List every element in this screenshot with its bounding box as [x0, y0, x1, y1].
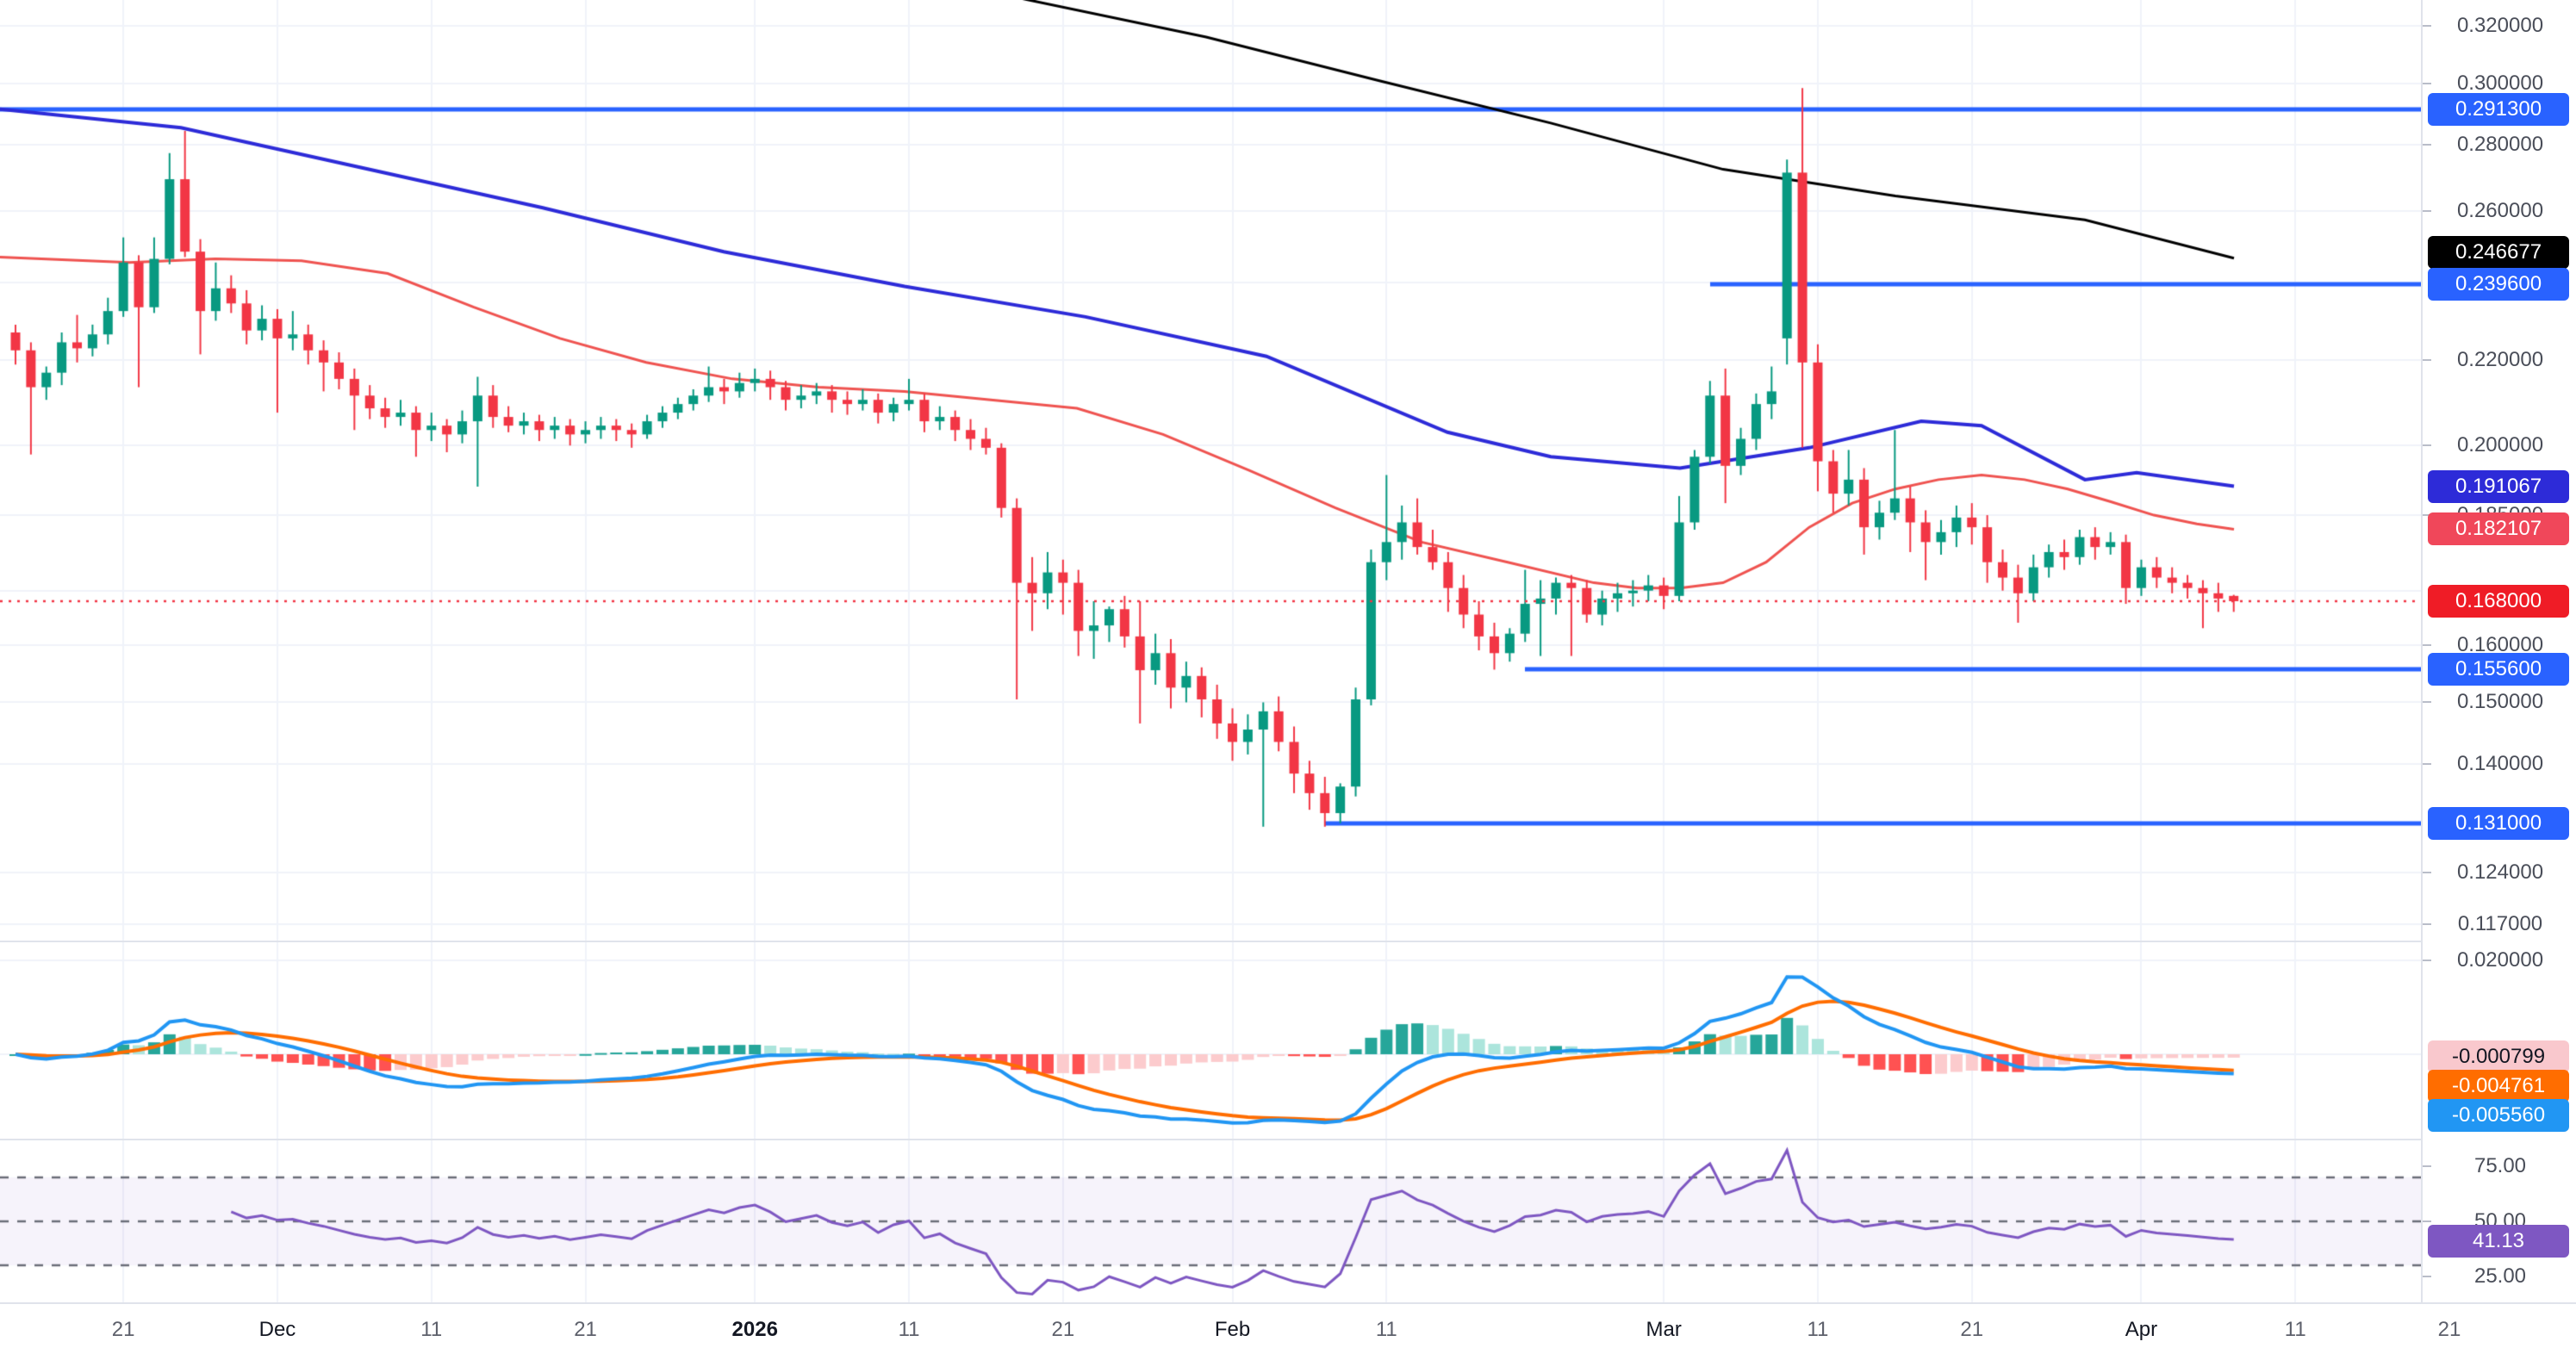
macd-value-badge: -0.000799 — [2428, 1040, 2569, 1073]
time-axis-label: 21 — [2437, 1318, 2461, 1341]
price-tick — [2423, 871, 2431, 873]
time-axis-label: Feb — [1214, 1318, 1251, 1341]
rsi-axis-label: 25.00 — [2473, 1264, 2527, 1288]
price-level-badge: 0.246677 — [2428, 235, 2569, 269]
price-tick — [2423, 514, 2431, 517]
price-level-badge: 0.291300 — [2428, 93, 2569, 127]
price-level-badge: 0.131000 — [2428, 806, 2569, 840]
price-axis-label: 0.150000 — [2456, 690, 2544, 714]
macd-value-badge: -0.004761 — [2428, 1070, 2569, 1102]
price-axis-label: 0.200000 — [2456, 433, 2544, 457]
price-axis-label: 0.280000 — [2456, 133, 2544, 157]
rsi-axis-label: 75.00 — [2473, 1154, 2527, 1177]
rsi-tick — [2423, 1220, 2431, 1222]
price-axis-label: 0.220000 — [2456, 348, 2544, 372]
time-axis-label: 21 — [1960, 1318, 1984, 1341]
price-tick — [2423, 701, 2431, 704]
macd-tick — [2423, 960, 2431, 961]
price-level-badge: 0.168000 — [2428, 584, 2569, 618]
price-level-badge: 0.182107 — [2428, 512, 2569, 546]
time-axis-label: 21 — [574, 1318, 597, 1341]
price-tick — [2423, 210, 2431, 213]
price-tick — [2423, 643, 2431, 646]
pane-separator-macd[interactable] — [0, 941, 2576, 942]
time-axis-label: 21 — [111, 1318, 135, 1341]
time-axis-label: Mar — [1646, 1318, 1682, 1341]
rsi-tick — [2423, 1276, 2431, 1277]
price-axis-label: 0.140000 — [2456, 751, 2544, 775]
time-axis-label: 11 — [1807, 1318, 1829, 1341]
time-axis[interactable]: 21 Dec 11 21 2026 11 21 Feb 11 Mar 11 21 Apr 11 21 — [0, 1302, 2576, 1354]
price-tick — [2423, 444, 2431, 447]
time-axis-label: Apr — [2125, 1318, 2158, 1341]
time-axis-label: 21 — [1051, 1318, 1075, 1341]
price-axis-label: 0.260000 — [2456, 199, 2544, 223]
price-level-badge: 0.155600 — [2428, 653, 2569, 686]
price-axis-label: 0.117000 — [2457, 912, 2543, 935]
price-tick — [2423, 762, 2431, 765]
chart-canvas[interactable] — [0, 0, 2421, 1302]
pane-separator-rsi[interactable] — [0, 1139, 2576, 1140]
price-level-badge: 0.239600 — [2428, 267, 2569, 301]
time-axis-label: 11 — [1375, 1318, 1397, 1341]
price-tick — [2423, 25, 2431, 28]
price-axis-label: 0.160000 — [2456, 632, 2544, 656]
price-tick — [2423, 82, 2431, 84]
price-axis-label: 0.320000 — [2456, 14, 2544, 38]
price-tick — [2423, 923, 2431, 925]
time-axis-label: 11 — [2284, 1318, 2306, 1341]
price-level-badge: 0.191067 — [2428, 469, 2569, 503]
rsi-value-badge: 41.13 — [2428, 1224, 2569, 1258]
price-tick — [2423, 144, 2431, 146]
price-axis-label: 0.124000 — [2456, 860, 2544, 884]
price-tick — [2423, 359, 2431, 362]
time-axis-label: Dec — [258, 1318, 296, 1341]
time-axis-label: 11 — [420, 1318, 443, 1341]
macd-axis-label: 0.020000 — [2456, 948, 2544, 972]
price-axis-label: 0.300000 — [2456, 71, 2544, 95]
time-axis-label: 2026 — [731, 1318, 778, 1341]
macd-value-badge: -0.005560 — [2428, 1099, 2569, 1132]
rsi-tick — [2423, 1165, 2431, 1167]
price-axis[interactable]: 0.320000 0.300000 0.280000 0.260000 0.220000… — [2421, 0, 2576, 1302]
time-axis-label: 11 — [898, 1318, 920, 1341]
